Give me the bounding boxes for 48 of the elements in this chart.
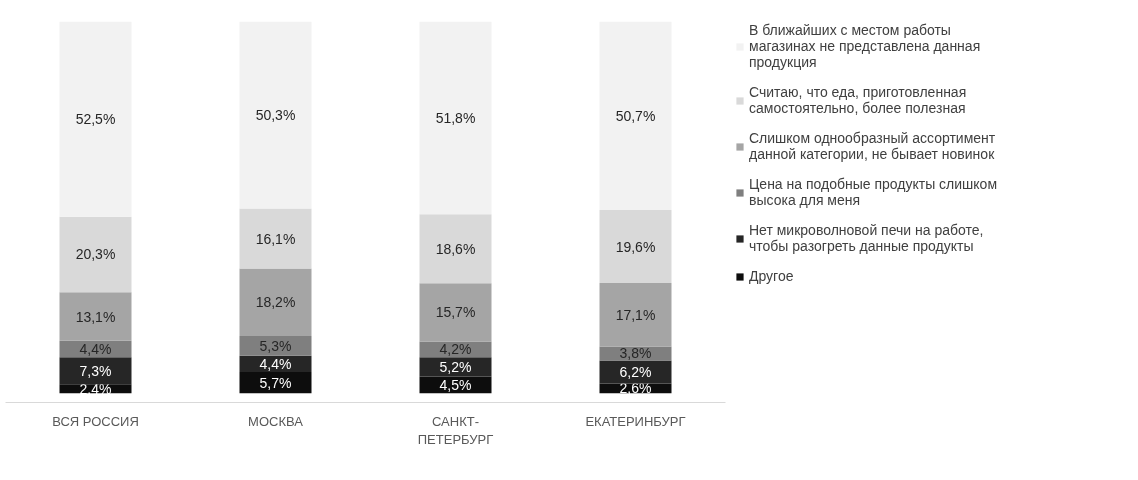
data-label: 52,5% [75,111,116,128]
bar [239,21,312,209]
bar [419,214,492,284]
data-label: 17,1% [615,306,656,323]
data-label: 51,8% [435,109,476,126]
legend-label: Другое [749,268,794,284]
legend-label: В ближайших с местом работы магазинах не представлена данная продукция [749,22,981,70]
data-label: 18,2% [255,294,296,311]
data-label: 3,8% [619,345,652,362]
data-label: 13,1% [75,308,116,325]
legend-label: Считаю, что еда, приготовленная самостоятельно, более полезная [749,84,967,116]
data-label: 50,7% [615,107,656,124]
bar [599,210,672,283]
bar [59,292,132,341]
data-label: 2,4% [79,380,112,397]
bar [239,268,312,337]
data-label: 7,3% [79,362,112,379]
data-label: 20,3% [75,246,116,263]
data-label: 18,6% [435,240,476,257]
data-label: 4,4% [259,355,292,372]
data-label: 15,7% [435,304,476,321]
data-label: 19,6% [615,238,656,255]
bar [59,216,132,293]
bar [599,21,672,211]
data-label: 5,3% [259,337,292,354]
bar [419,357,492,377]
bar [239,208,312,269]
data-label: 6,2% [619,364,652,381]
x-tick-label: МОСКВА [248,413,304,429]
data-label: 4,2% [439,341,472,358]
x-tick-label: САНКТ-ПЕТЕРБУРГ [417,413,494,447]
bar [419,21,492,215]
legend-label: Слишком однообразный ассортимент данной категории, не бывает новинок [749,130,996,162]
data-label: 5,2% [439,358,472,375]
legend-label: Нет микроволновой печи на работе, чтобы разогреть данные продукты [749,222,984,254]
data-label: 4,5% [439,376,472,393]
bar [59,357,132,385]
data-label: 2,6% [619,380,652,397]
data-label: 4,4% [79,341,112,358]
data-label: 16,1% [255,230,296,247]
x-tick-label: ЕКАТЕРИНБУРГ [585,413,686,429]
bar [599,282,672,347]
x-tick-label: ВСЯ РОССИЯ [52,413,139,429]
bar [419,283,492,342]
legend-label: Цена на подобные продукты слишком высока для меня [749,176,998,208]
data-label: 50,3% [255,107,296,124]
bar [59,21,132,217]
data-label: 5,7% [259,374,292,391]
